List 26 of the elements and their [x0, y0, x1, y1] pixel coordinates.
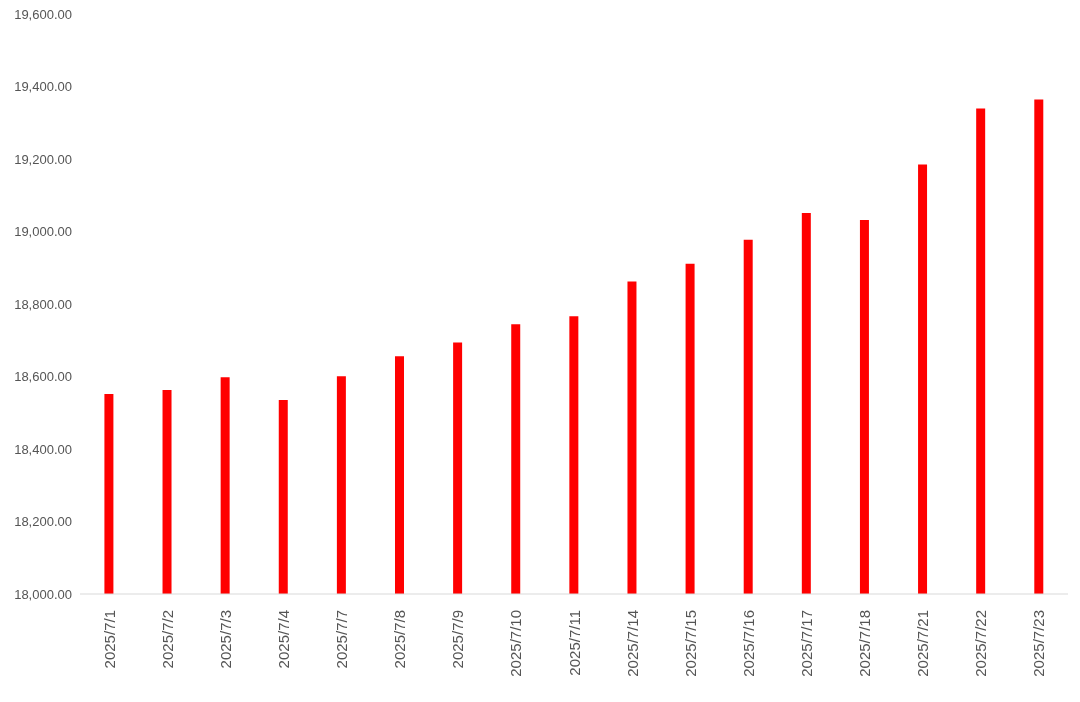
x-tick-label: 2025/7/14 [623, 610, 641, 677]
x-tick-label: 2025/7/4 [274, 610, 292, 669]
x-tick-label: 2025/7/2 [158, 610, 176, 669]
x-tick-label: 2025/7/22 [972, 610, 990, 677]
y-tick-label: 18,600.00 [14, 369, 72, 385]
x-tick-label: 2025/7/17 [797, 610, 815, 677]
x-tick-label: 2025/7/7 [333, 610, 351, 669]
x-tick-label: 2025/7/16 [739, 610, 757, 677]
y-tick-label: 18,000.00 [14, 586, 72, 602]
x-tick-label: 2025/7/15 [681, 610, 699, 677]
y-tick-label: 19,400.00 [14, 79, 72, 95]
y-tick-label: 19,000.00 [14, 224, 72, 240]
x-tick-label: 2025/7/11 [565, 610, 583, 676]
x-tick-label: 2025/7/23 [1030, 610, 1048, 677]
x-tick-label: 2025/7/8 [391, 610, 409, 669]
y-tick-label: 18,800.00 [14, 296, 72, 312]
y-tick-label: 19,200.00 [14, 151, 72, 167]
x-tick-label: 2025/7/3 [216, 610, 234, 669]
x-tick-label: 2025/7/21 [914, 610, 932, 677]
y-tick-label: 18,200.00 [14, 514, 72, 530]
y-tick-label: 18,400.00 [14, 441, 72, 457]
x-tick-label: 2025/7/9 [449, 610, 467, 669]
x-tick-label: 2025/7/1 [100, 610, 118, 669]
y-tick-label: 19,600.00 [14, 6, 72, 22]
x-tick-label: 2025/7/10 [507, 610, 525, 677]
x-tick-label: 2025/7/18 [856, 610, 874, 677]
